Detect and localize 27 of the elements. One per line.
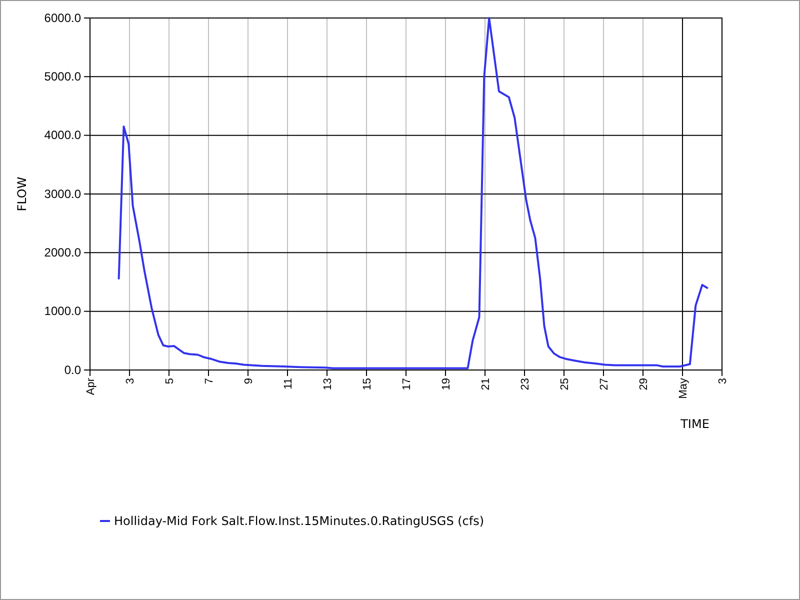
x-tick-label: May <box>677 378 690 399</box>
x-tick-label: 19 <box>440 378 452 390</box>
x-tick-label: 3 <box>716 378 729 384</box>
y-tick-label: 0.0 <box>64 362 82 377</box>
y-tick-label: 6000.0 <box>44 10 82 25</box>
x-tick-label: 13 <box>322 378 334 390</box>
y-tick-label: 1000.0 <box>44 304 82 318</box>
x-tick-label: 21 <box>480 378 492 390</box>
y-tick-label: 3000.0 <box>44 186 82 201</box>
y-axis-title: FLOW <box>15 176 29 212</box>
x-tick-label: 29 <box>638 378 650 390</box>
x-tick-label: 17 <box>400 378 413 390</box>
x-tick-label: 3 <box>124 378 136 384</box>
legend-label: Holliday-Mid Fork Salt.Flow.Inst.15Minutes.0.RatingUSGS (cfs) <box>114 514 484 528</box>
x-tick-label: 23 <box>519 378 532 390</box>
x-tick-label: Apr <box>84 378 97 396</box>
x-axis-title: TIME <box>680 417 710 431</box>
x-tick-label: 5 <box>164 378 176 384</box>
y-tick-label: 5000.0 <box>44 70 82 84</box>
x-tick-label: 25 <box>558 378 571 390</box>
x-tick-label: 27 <box>598 378 610 390</box>
y-tick-label: 4000.0 <box>44 128 82 142</box>
x-tick-label: 9 <box>242 378 255 384</box>
x-tick-label: 7 <box>203 378 216 384</box>
x-tick-label: 15 <box>361 378 374 390</box>
y-tick-label: 2000.0 <box>44 246 82 260</box>
x-tick-label: 11 <box>282 378 294 390</box>
